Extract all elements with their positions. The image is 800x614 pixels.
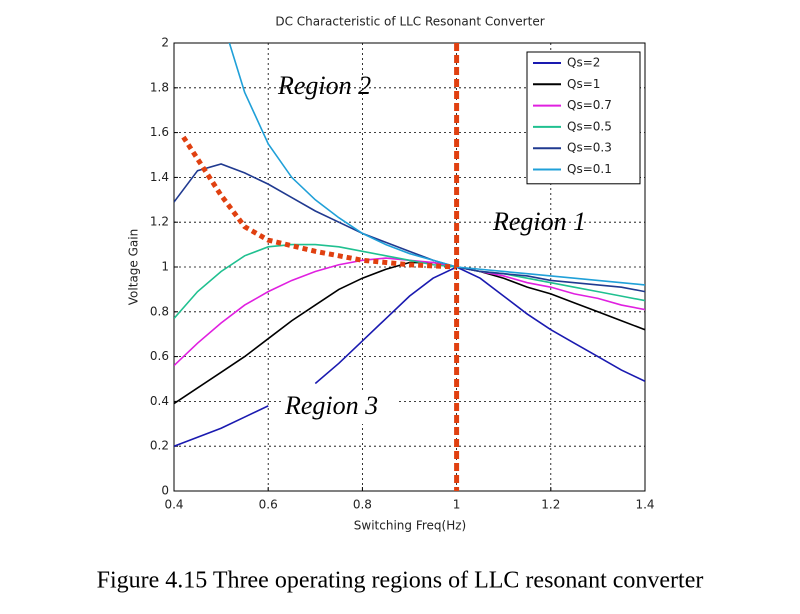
legend-label: Qs=2: [567, 56, 600, 70]
x-tick-label: 0.4: [164, 498, 183, 512]
region-label: Region 2: [277, 71, 371, 100]
x-tick-label: 1.2: [541, 498, 560, 512]
legend-label: Qs=0.3: [567, 141, 612, 155]
x-axis-label: Switching Freq(Hz): [354, 519, 466, 533]
legend-label: Qs=0.1: [567, 162, 612, 176]
y-tick-label: 0.4: [150, 394, 169, 408]
y-tick-label: 1.8: [150, 80, 169, 94]
series-line: [174, 243, 645, 320]
x-tick-label: 1.4: [635, 498, 654, 512]
y-tick-label: 1.4: [150, 170, 169, 184]
legend-label: Qs=1: [567, 77, 600, 91]
y-tick-label: 2: [161, 36, 169, 50]
legend-label: Qs=0.5: [567, 119, 612, 133]
region-label: Region 3: [284, 391, 378, 420]
y-tick-label: 0.6: [150, 349, 169, 363]
y-tick-label: 1: [161, 260, 169, 274]
region-label: Region 1: [492, 207, 586, 236]
series-line: [174, 163, 645, 293]
x-tick-label: 0.6: [259, 498, 278, 512]
chart-title: DC Characteristic of LLC Resonant Conver…: [275, 15, 544, 29]
label-background: [281, 392, 397, 424]
series-line: [174, 266, 645, 447]
legend-box: [526, 51, 641, 185]
region-boundary: [181, 135, 457, 270]
caption: Figure 4.15 Three operating regions of L…: [97, 568, 704, 594]
y-axis-label: Voltage Gain: [127, 229, 141, 305]
y-tick-label: 1.6: [150, 125, 169, 139]
plot-frame: [173, 42, 646, 492]
series-line: [228, 43, 645, 286]
plot-area: [174, 43, 645, 491]
series-line: [174, 261, 645, 405]
y-tick-label: 0.8: [150, 304, 169, 318]
y-tick-label: 0: [161, 484, 169, 498]
y-tick-label: 0.2: [150, 439, 169, 453]
legend-label: Qs=0.7: [567, 98, 612, 112]
y-tick-label: 1.2: [150, 215, 169, 229]
x-tick-label: 1: [453, 498, 461, 512]
x-tick-label: 0.8: [353, 498, 372, 512]
